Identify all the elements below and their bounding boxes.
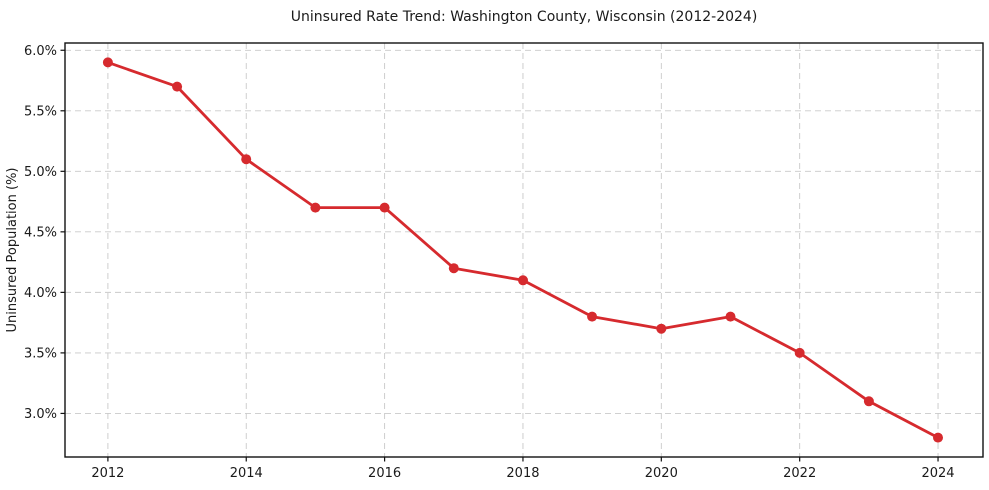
y-tick-label: 3.0%: [24, 407, 57, 422]
axis-layer: 2012 2014 2016 2018 2020 2022 2024 6.0% 5.5% 5.0%…: [24, 42, 984, 481]
data-point-2012: [102, 57, 113, 68]
data-point-2017: [448, 263, 459, 274]
data-point-2020: [656, 323, 667, 334]
x-tick-label: 2022: [783, 466, 816, 481]
y-tick-label: 5.0%: [24, 165, 57, 180]
x-tick-label: 2020: [645, 466, 678, 481]
data-point-2016: [379, 202, 390, 213]
data-point-2015: [310, 202, 321, 213]
trend-series: [102, 57, 943, 443]
x-tick-label: 2018: [506, 466, 539, 481]
data-point-2014: [241, 154, 252, 165]
y-tick-label: 3.5%: [24, 346, 57, 361]
y-tick-label: 4.0%: [24, 286, 57, 301]
y-tick-label: 5.5%: [24, 104, 57, 119]
x-tick-label: 2016: [368, 466, 401, 481]
data-point-2024: [933, 432, 943, 443]
y-tick-label: 6.0%: [24, 44, 57, 59]
y-axis-label: Uninsured Population (%): [5, 168, 20, 333]
grid-layer: [65, 43, 983, 457]
x-tick-label: 2024: [921, 466, 954, 481]
data-point-2019: [587, 311, 598, 322]
x-tick-label: 2014: [230, 466, 263, 481]
chart-title: Uninsured Rate Trend: Washington County,…: [291, 9, 758, 25]
data-point-2022: [794, 347, 805, 358]
data-point-2013: [172, 81, 183, 92]
data-point-2023: [863, 396, 874, 407]
x-tick-label: 2012: [91, 466, 124, 481]
data-point-2018: [518, 275, 528, 286]
y-tick-label: 4.5%: [24, 225, 57, 240]
plot-border: [64, 42, 984, 458]
data-point-2021: [725, 311, 736, 322]
